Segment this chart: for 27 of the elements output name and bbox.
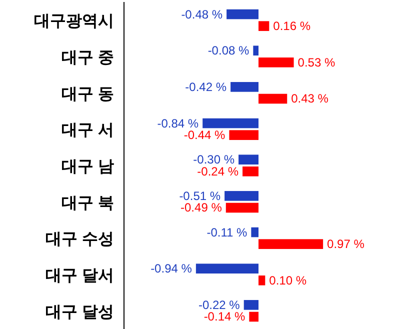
data-label: -0.94 %: [150, 262, 192, 276]
data-label: -0.11 %: [206, 225, 248, 240]
data-label: -0.44 %: [184, 128, 226, 142]
data-label: -0.08 %: [208, 44, 250, 58]
y-tick-label: 대구 달성: [46, 304, 114, 321]
y-tick-label: 대구 중: [62, 50, 114, 66]
y-tick-label: 대구 수성: [46, 231, 114, 248]
data-label: -0.14 %: [204, 310, 246, 324]
data-label: -0.48 %: [181, 7, 223, 22]
y-tick-label: 대구 남: [62, 158, 114, 176]
y-tick-label: 대구광역시: [34, 13, 114, 30]
data-label: -0.42 %: [185, 80, 227, 94]
data-label: -0.22 %: [198, 298, 240, 312]
data-label: -0.84 %: [157, 116, 199, 130]
data-label: 0.97 %: [327, 237, 365, 252]
data-label: 0.16 %: [273, 19, 311, 34]
y-tick-label: 대구 달서: [46, 268, 114, 284]
data-label: -0.30 %: [193, 152, 235, 167]
data-label: 0.53 %: [298, 55, 336, 70]
data-label: 0.10 %: [269, 273, 307, 288]
y-tick-label: 대구 동: [62, 86, 114, 103]
y-tick-label: 대구 서: [62, 122, 114, 140]
data-label: -0.49 %: [180, 200, 222, 215]
data-label: -0.51 %: [179, 188, 221, 203]
y-tick-label: 대구 북: [62, 194, 114, 212]
data-label: -0.24 %: [197, 164, 239, 178]
data-label: 0.43 %: [291, 92, 329, 106]
